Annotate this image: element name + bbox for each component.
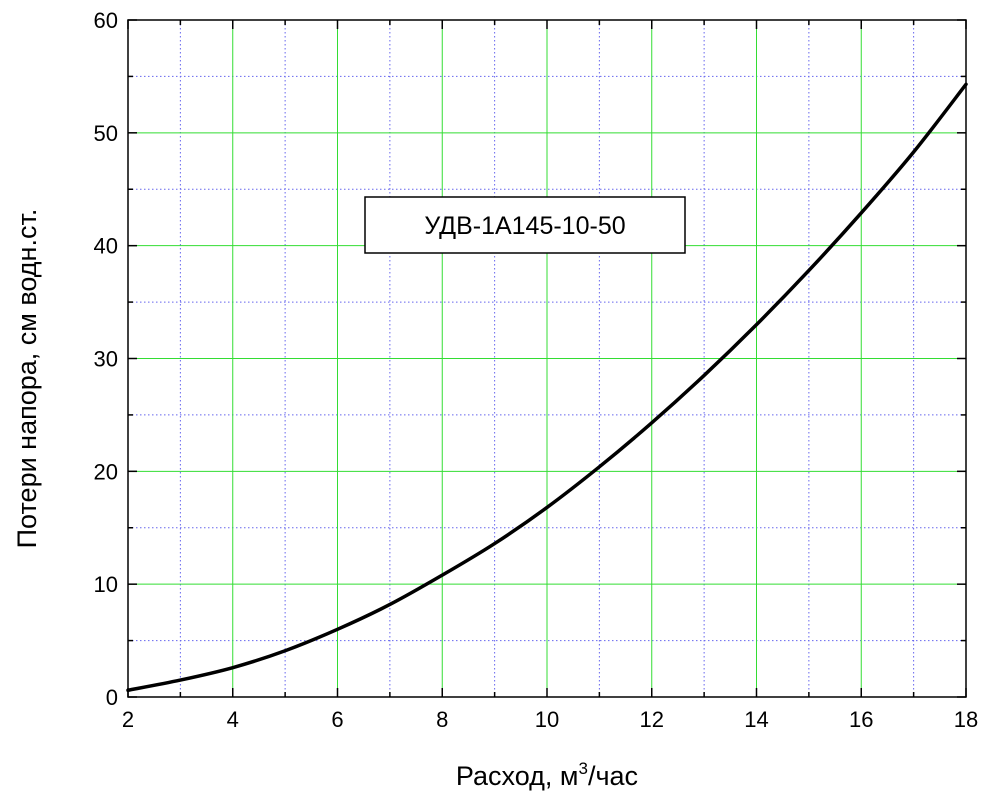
y-tick-label: 20 (94, 459, 118, 484)
x-tick-label: 18 (954, 707, 978, 732)
annotation-box (364, 196, 686, 254)
axis-ticks (127, 19, 967, 698)
y-tick-label: 0 (106, 685, 118, 710)
annotation-label: УДВ-1А145-10-50 (424, 212, 625, 240)
y-axis-title: Потери напора, см водн.ст. (12, 209, 42, 549)
x-tick-label: 2 (122, 707, 134, 732)
y-axis-tick-labels: 0 10 20 30 40 50 60 (94, 8, 118, 710)
x-axis-tick-labels: 2 4 6 8 10 12 14 16 18 (122, 707, 978, 732)
y-tick-label: 50 (94, 121, 118, 146)
y-tick-label: 40 (94, 234, 118, 259)
x-tick-label: 6 (331, 707, 343, 732)
annotation: УДВ-1А145-10-50 (364, 196, 686, 254)
x-tick-label: 16 (849, 707, 873, 732)
x-axis-title: Расход, м3/час (456, 759, 638, 791)
x-tick-label: 14 (744, 707, 768, 732)
x-tick-label: 8 (436, 707, 448, 732)
x-axis-title-tail: /час (588, 761, 638, 791)
x-axis-title-superscript: 3 (579, 759, 588, 778)
major-gridlines (127, 19, 967, 698)
x-tick-label: 12 (640, 707, 664, 732)
y-tick-label: 10 (94, 572, 118, 597)
x-axis-title-base: Расход, м (456, 761, 579, 791)
x-tick-label: 10 (535, 707, 559, 732)
y-tick-label: 60 (94, 8, 118, 33)
series-line (126, 82, 968, 692)
x-tick-label: 4 (227, 707, 239, 732)
series-layer (126, 82, 968, 692)
y-tick-label: 30 (94, 347, 118, 372)
